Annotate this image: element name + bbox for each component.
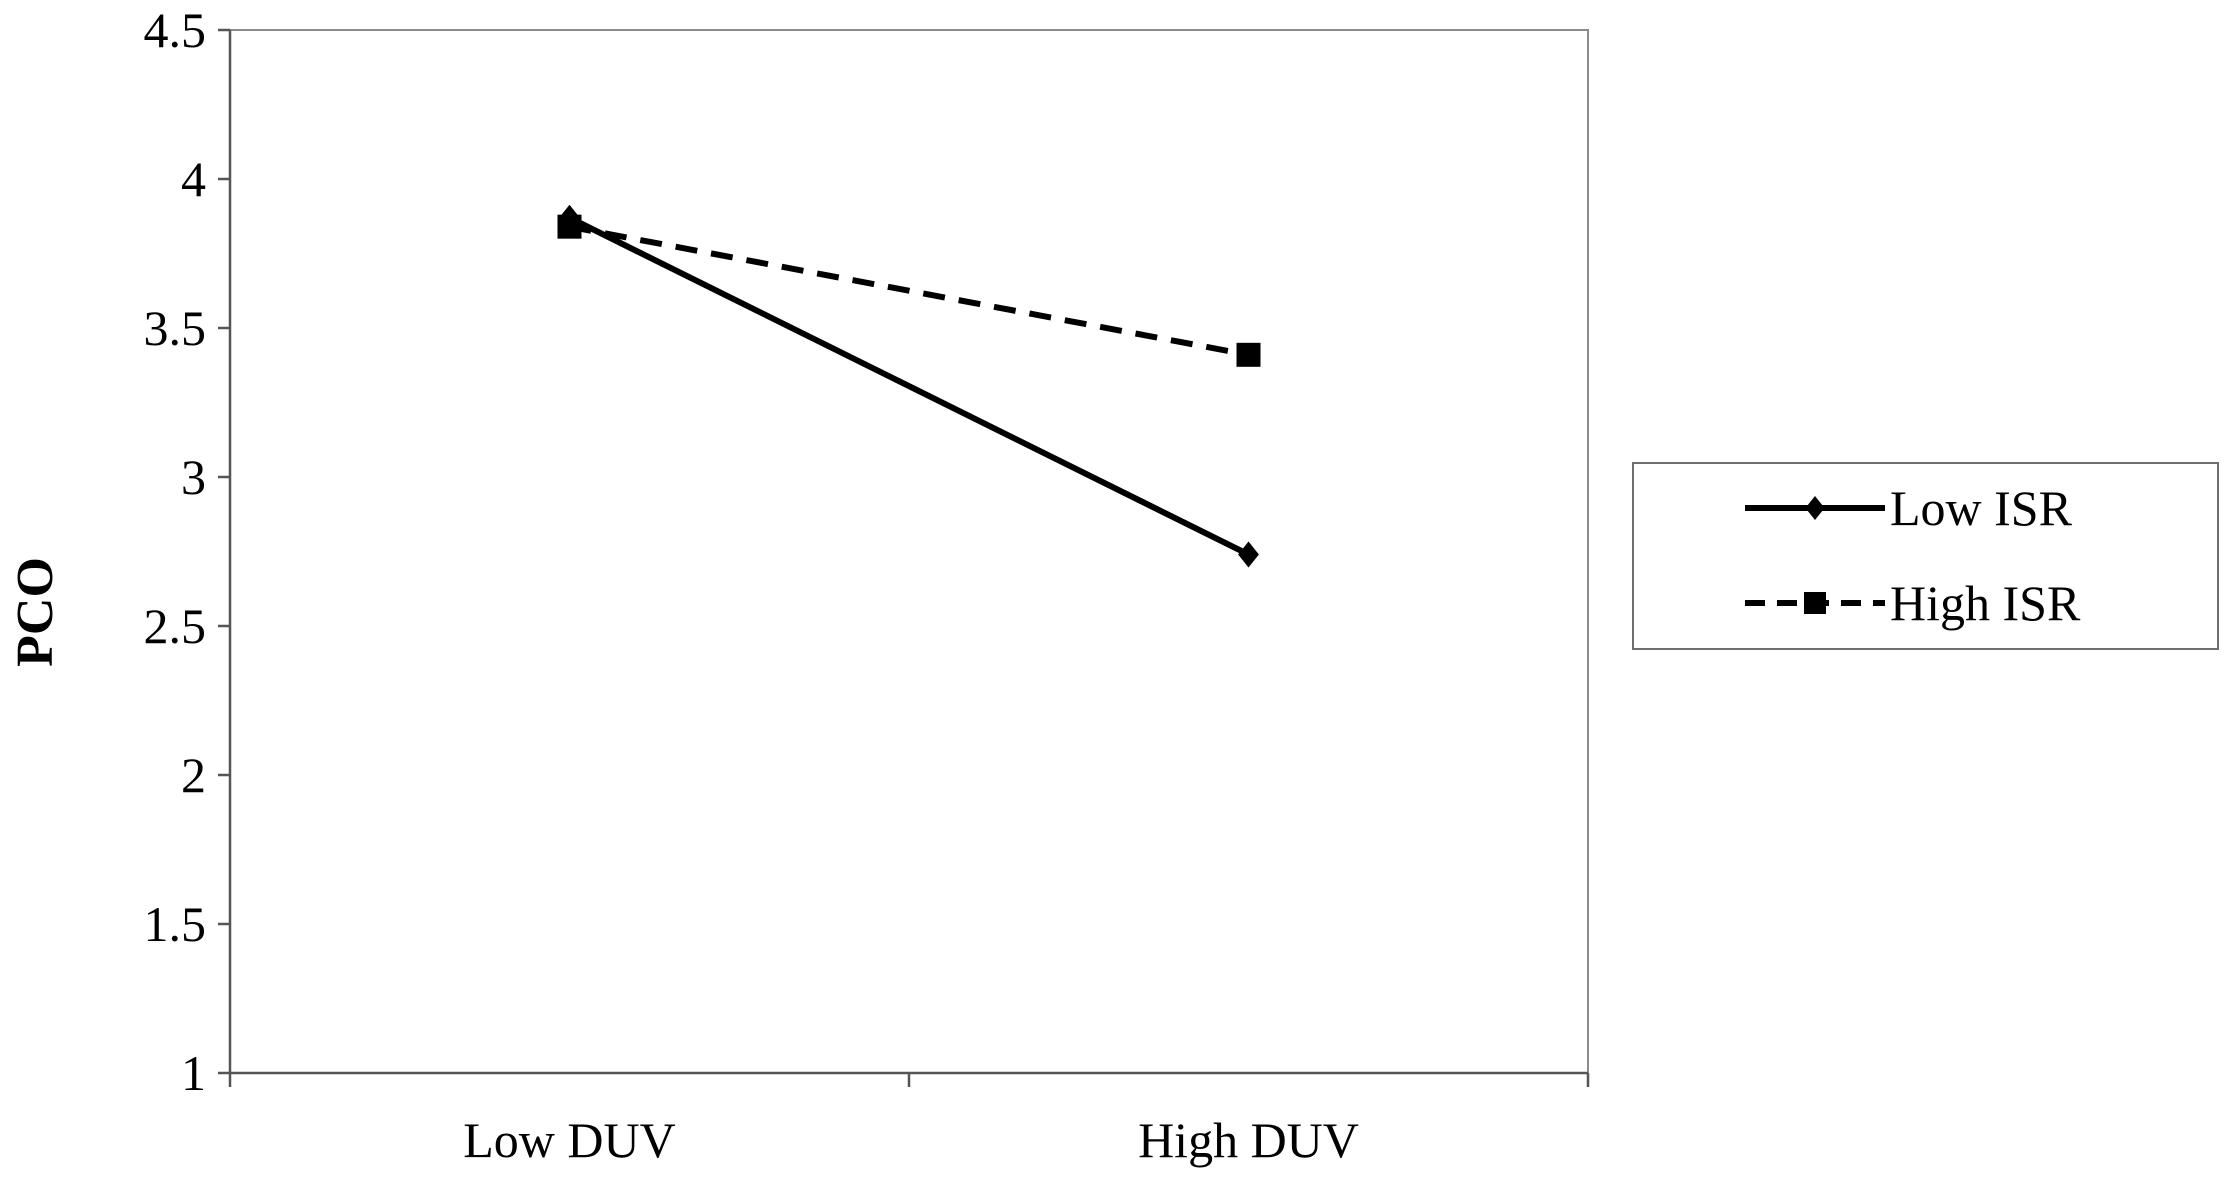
y-tick-label: 1	[181, 1045, 206, 1101]
legend-item: Low ISR	[1745, 480, 2073, 536]
legend-diamond-marker	[1805, 496, 1825, 520]
legend-square-marker	[1804, 592, 1826, 614]
x-axis: Low DUV High DUV	[228, 1073, 1590, 1168]
plot-area	[228, 29, 1589, 1075]
series-high-isr	[557, 214, 1261, 367]
y-tick-label: 2.5	[144, 598, 207, 654]
legend-box	[1632, 462, 2219, 650]
diamond-marker	[559, 204, 580, 231]
x-tick-label: Low DUV	[463, 1112, 675, 1168]
series-line	[568, 215, 1250, 558]
legend-item: High ISR	[1745, 575, 2081, 631]
legend-label: Low ISR	[1890, 480, 2073, 536]
legend-label: High ISR	[1890, 575, 2081, 631]
y-tick-label: 3.5	[144, 300, 207, 356]
plot-border	[229, 29, 1589, 1074]
series-line	[568, 223, 1250, 358]
y-tick-label: 4.5	[144, 2, 207, 58]
y-tick-label: 1.5	[144, 896, 207, 952]
y-tick-label: 4	[181, 151, 206, 207]
series-layer	[557, 204, 1261, 568]
y-tick-label: 2	[181, 747, 206, 803]
legend: Low ISR High ISR	[1632, 462, 2219, 650]
square-marker	[1236, 342, 1261, 367]
series-low-isr	[559, 204, 1259, 568]
y-tick-label: 3	[181, 449, 206, 505]
diamond-marker	[1238, 541, 1259, 568]
y-axis: 1 1.5 2 2.5 3 3.5 4 4.5	[144, 2, 230, 1101]
x-tick-label: High DUV	[1138, 1112, 1359, 1168]
y-axis-title: PCO	[7, 557, 64, 667]
